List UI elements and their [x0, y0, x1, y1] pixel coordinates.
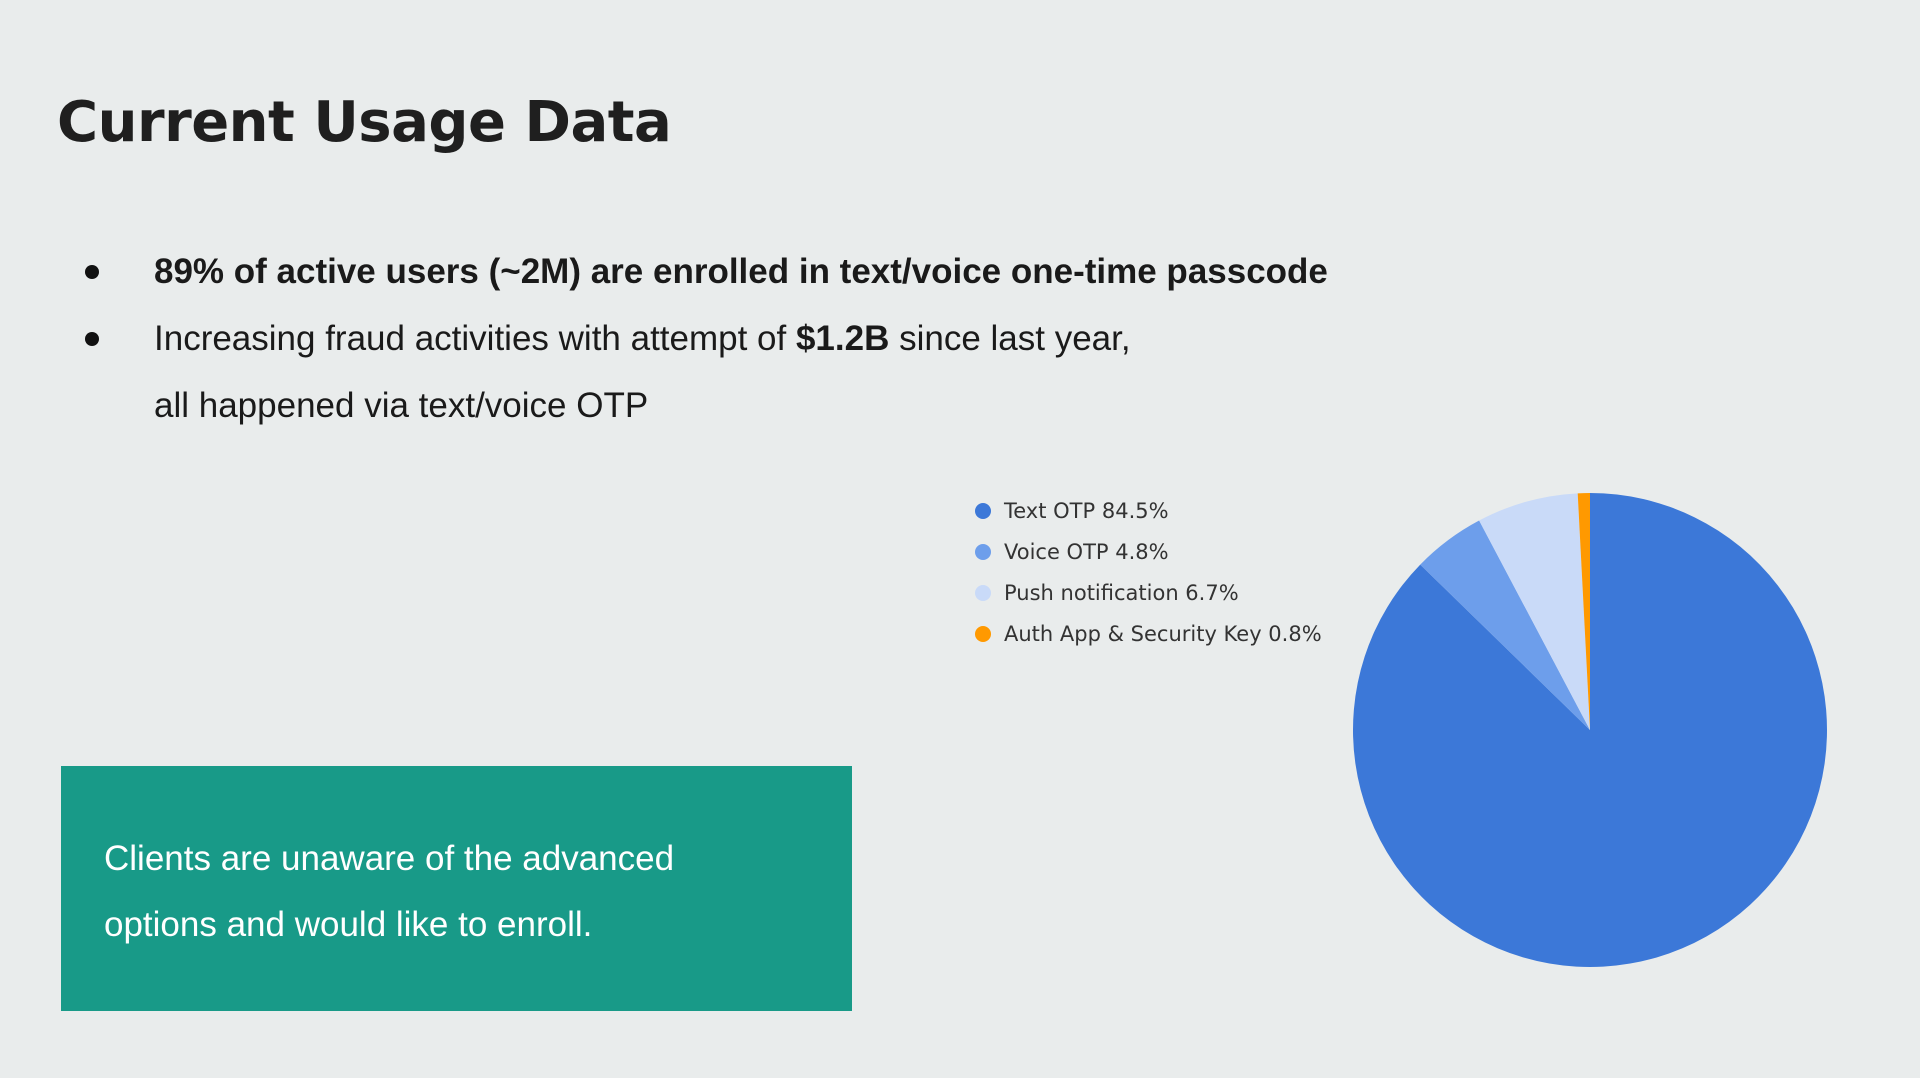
- legend-item: Voice OTP 4.8%: [975, 531, 1322, 572]
- legend-label: Auth App & Security Key 0.8%: [1004, 621, 1322, 646]
- chart-legend: Text OTP 84.5% Voice OTP 4.8% Push notif…: [975, 490, 1322, 654]
- legend-label: Push notification 6.7%: [1004, 580, 1239, 605]
- callout-box: Clients are unaware of the advanced opti…: [61, 766, 852, 1011]
- bullet-2-amount: $1.2B: [795, 319, 890, 358]
- legend-label: Text OTP 84.5%: [1004, 498, 1169, 523]
- callout-text: Clients are unaware of the advanced opti…: [104, 839, 675, 944]
- bullet-list: 89% of active users (~2M) are enrolled i…: [80, 238, 1380, 439]
- bullet-item: 89% of active users (~2M) are enrolled i…: [80, 238, 1380, 305]
- bullet-1-text: 89% of active users (~2M) are enrolled i…: [154, 252, 1328, 291]
- pie-slice-voice-otp: [1420, 520, 1590, 730]
- bullet-2-text-end: since last year,: [889, 319, 1131, 358]
- bullet-2-text-line2: all happened via text/voice OTP: [154, 386, 649, 425]
- legend-swatch: [975, 502, 991, 519]
- legend-swatch: [975, 625, 991, 642]
- pie-slice-push-notification: [1479, 493, 1590, 730]
- legend-swatch: [975, 543, 991, 560]
- legend-swatch: [975, 584, 991, 601]
- legend-item: Auth App & Security Key 0.8%: [975, 613, 1322, 654]
- bullet-2-text-start: Increasing fraud activities with attempt…: [154, 319, 796, 358]
- slide-title: Current Usage Data: [57, 90, 672, 155]
- bullet-dot-icon: [85, 332, 99, 346]
- legend-label: Voice OTP 4.8%: [1004, 539, 1169, 564]
- bullet-dot-icon: [85, 265, 99, 279]
- bullet-item: Increasing fraud activities with attempt…: [80, 305, 1380, 439]
- legend-item: Push notification 6.7%: [975, 572, 1322, 613]
- pie-chart: [1353, 493, 1827, 967]
- legend-item: Text OTP 84.5%: [975, 490, 1322, 531]
- pie-slice-auth-app-security-key: [1577, 493, 1590, 730]
